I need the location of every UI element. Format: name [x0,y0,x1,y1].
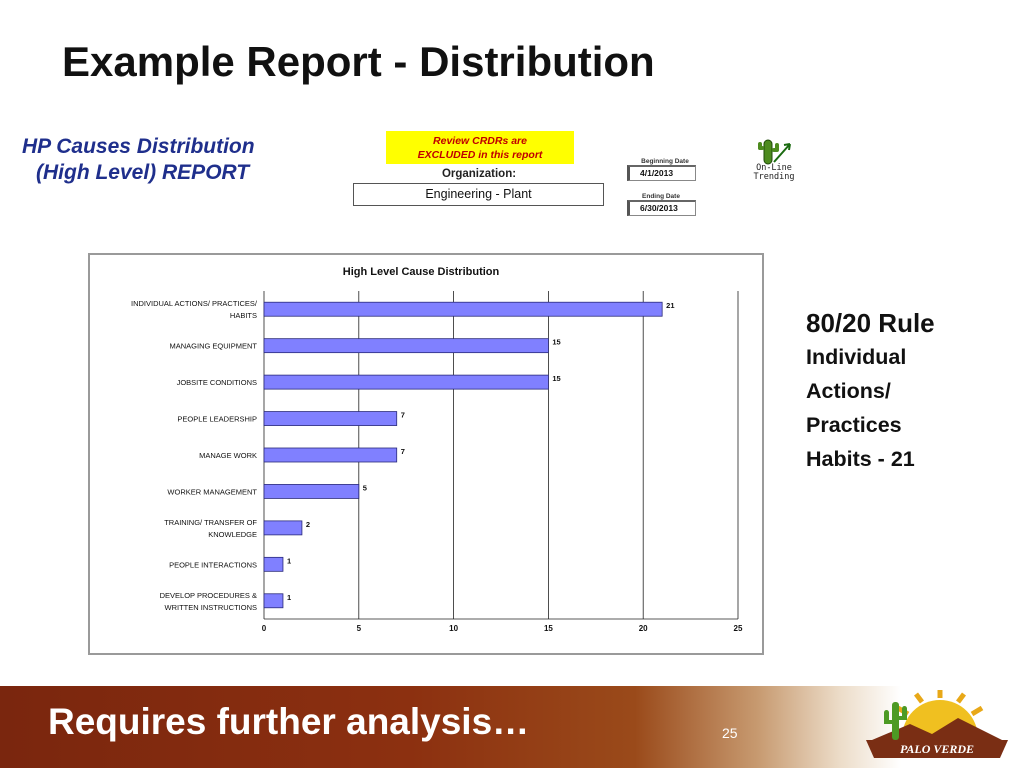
logo-text: PALO VERDE [900,742,974,756]
rule-line-4: Habits - 21 [806,447,915,471]
category-label: PEOPLE LEADERSHIP [177,415,257,424]
cactus-icon [884,702,907,740]
x-tick-label: 10 [449,624,458,633]
online-trending-line2: Trending [753,172,795,182]
data-label: 1 [287,556,291,565]
data-label: 21 [666,301,674,310]
category-label: DEVELOP PROCEDURES & [160,591,257,600]
bar [263,593,284,609]
data-label: 15 [552,374,560,383]
bar [263,411,398,426]
chart-title: High Level Cause Distribution [343,266,500,278]
bar [263,484,360,499]
chart-frame: High Level Cause Distribution 21 INDIVIDU… [88,253,764,655]
online-trending-label[interactable]: On-Line Trending [744,164,804,182]
cause-distribution-chart: High Level Cause Distribution 21INDIVIDU… [131,266,743,633]
data-label: 1 [287,593,291,602]
organization-field[interactable]: Engineering - Plant [353,183,604,206]
rule-line-3: Practices [806,413,902,437]
data-label: 5 [363,483,367,492]
notice-line2: EXCLUDED in this report [417,149,543,161]
bar [263,338,549,354]
rule-heading: 80/20 Rule [806,308,935,338]
rule-line-2: Actions/ [806,379,891,403]
bar [263,520,303,536]
x-tick-label: 25 [734,624,743,633]
footer-banner [0,686,1024,768]
cactus-trending-icon[interactable] [756,134,792,166]
rule-line-1: Individual [806,345,907,369]
category-label: HABITS [230,311,257,320]
slide-title: Example Report - Distribution [62,38,655,85]
category-label: WRITTEN INSTRUCTIONS [165,603,258,612]
data-label: 7 [401,411,405,420]
notice-line1: Review CRDRs are [433,135,527,147]
footer-text: Requires further analysis… [48,701,530,742]
beginning-date-label: Beginning Date [641,158,689,165]
report-title-line2: (High Level) REPORT [36,161,250,184]
bar [263,556,284,572]
category-label: INDIVIDUAL ACTIONS/ PRACTICES/ [131,299,258,308]
x-tick-label: 5 [357,624,362,633]
rule-note: 80/20 Rule Individual Actions/ Practices… [806,306,1006,476]
x-tick-label: 20 [639,624,648,633]
report-title: HP Causes Distribution (High Level) REPO… [22,134,322,186]
category-label: KNOWLEDGE [208,530,257,539]
page-number: 25 [722,725,738,741]
category-label: PEOPLE INTERACTIONS [169,560,257,569]
palo-verde-logo: PALO VERDE [866,690,1008,758]
ending-date-field[interactable]: 6/30/2013 [627,200,696,216]
ending-date-label: Ending Date [642,193,680,200]
online-trending-line1: On-Line [756,163,792,173]
bar [263,301,663,317]
data-label: 7 [401,447,405,456]
category-label: TRAINING/ TRANSFER OF [164,518,257,527]
x-tick-label: 0 [262,624,267,633]
bar [263,374,549,390]
data-label: 15 [552,338,560,347]
category-label: MANAGING EQUIPMENT [169,342,257,351]
category-label: MANAGE WORK [199,451,257,460]
organization-label: Organization: [441,168,517,180]
data-label: 2 [306,520,310,529]
report-title-line1: HP Causes Distribution [22,135,255,158]
x-tick-label: 15 [544,624,553,633]
bar [263,447,398,463]
exclusion-notice: Review CRDRs are EXCLUDED in this report [386,131,574,164]
beginning-date-field[interactable]: 4/1/2013 [627,165,696,181]
category-label: JOBSITE CONDITIONS [177,378,257,387]
category-label: WORKER MANAGEMENT [167,487,257,496]
